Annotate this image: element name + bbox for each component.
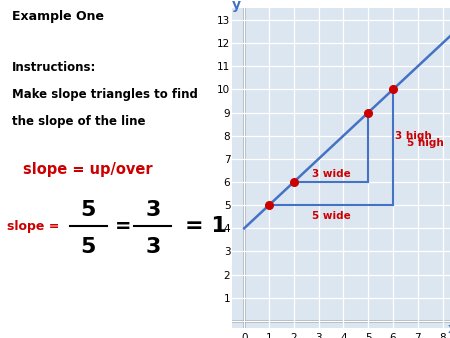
Text: 3: 3 — [145, 237, 161, 257]
Text: the slope of the line: the slope of the line — [12, 115, 145, 128]
Text: Make slope triangles to find: Make slope triangles to find — [12, 88, 198, 101]
Text: = 1: = 1 — [185, 216, 227, 237]
Text: 5 wide: 5 wide — [311, 211, 351, 221]
Text: slope = up/over: slope = up/over — [23, 162, 153, 177]
Text: 5 high: 5 high — [407, 138, 443, 148]
Text: 5: 5 — [81, 199, 96, 220]
Text: 3 high: 3 high — [396, 131, 432, 141]
Text: 5: 5 — [81, 237, 96, 257]
Text: slope =: slope = — [7, 220, 64, 233]
Text: 3 wide: 3 wide — [311, 169, 351, 178]
Text: x: x — [448, 322, 450, 336]
Text: y: y — [232, 0, 241, 12]
Text: Instructions:: Instructions: — [12, 61, 96, 74]
Text: 3: 3 — [145, 199, 161, 220]
Text: Example One: Example One — [12, 10, 104, 23]
Text: =: = — [115, 217, 131, 236]
